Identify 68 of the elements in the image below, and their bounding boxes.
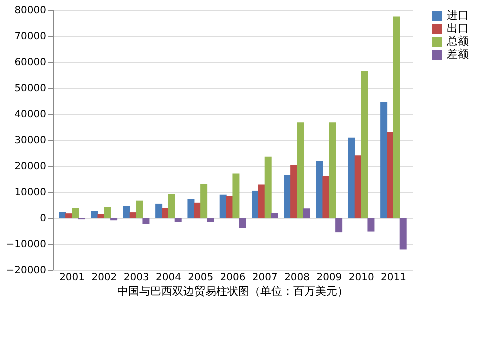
legend-label: 进口: [447, 9, 469, 22]
bar: [142, 218, 150, 224]
bar: [136, 200, 144, 218]
text: 中国与巴西双边贸易柱状图（单位：百万美元）: [118, 285, 348, 298]
bar: [207, 218, 214, 222]
x-tick-label: 2010: [348, 272, 374, 284]
y-tick-label: 60000: [14, 58, 46, 68]
y-tick-label: −10000: [6, 240, 46, 250]
bar: [130, 212, 137, 218]
bar: [284, 175, 292, 218]
bar: [393, 16, 400, 218]
bar: [232, 174, 240, 218]
y-tick-label: 50000: [14, 84, 46, 94]
bar: [98, 214, 105, 218]
bar: [271, 213, 278, 218]
x-tick-label: 2008: [284, 272, 310, 284]
bar: [156, 204, 163, 218]
bar: [162, 208, 169, 218]
bar: [303, 208, 310, 218]
legend-label: 出口: [447, 22, 469, 35]
bar: [387, 132, 394, 218]
bar: [168, 194, 176, 218]
bar: [220, 194, 227, 218]
x-tick-label: 2007: [252, 272, 278, 284]
y-tick-label: 20000: [14, 162, 46, 172]
bar: [72, 208, 79, 218]
bar: [252, 190, 259, 218]
bar: [200, 184, 208, 218]
bar: [174, 218, 182, 222]
bar: [194, 202, 202, 218]
bar: [348, 138, 356, 218]
x-tick-label: 2006: [220, 272, 246, 284]
x-tick-label: 2003: [124, 272, 150, 284]
bar: [336, 218, 343, 233]
y-tick-label: 80000: [14, 6, 46, 16]
bar: [104, 207, 112, 218]
legend-label: 差额: [447, 48, 469, 61]
bar: [290, 164, 298, 218]
y-tick-label: 70000: [14, 32, 46, 42]
x-tick-label: 2005: [188, 272, 214, 284]
legend-label: 总额: [446, 35, 469, 48]
bar: [322, 176, 330, 218]
bar: [66, 214, 73, 218]
x-tick-label: 2004: [156, 272, 182, 284]
y-tick-label: 0: [40, 214, 46, 224]
bar: [400, 218, 407, 250]
bar: [361, 71, 368, 218]
bar: [329, 122, 336, 218]
x-tick-label: 2001: [60, 272, 86, 284]
bar: [91, 212, 98, 218]
bar: [110, 218, 118, 221]
bar: [354, 156, 362, 218]
bar: [264, 156, 272, 218]
x-tick-label: 2002: [92, 272, 118, 284]
x-tick-label: 2011: [380, 272, 406, 284]
x-tick-label: 2009: [316, 272, 342, 284]
y-tick-label: 10000: [14, 188, 46, 198]
bar: [368, 218, 375, 232]
bar: [380, 102, 388, 218]
bar: [297, 122, 304, 218]
y-tick-label: 30000: [14, 136, 46, 146]
bar: [123, 206, 130, 218]
bar: [59, 212, 66, 218]
y-tick-label: −20000: [6, 266, 46, 276]
y-tick-label: 40000: [14, 110, 46, 120]
bar: [239, 218, 246, 228]
bar: [188, 199, 195, 218]
bar: [258, 184, 266, 218]
